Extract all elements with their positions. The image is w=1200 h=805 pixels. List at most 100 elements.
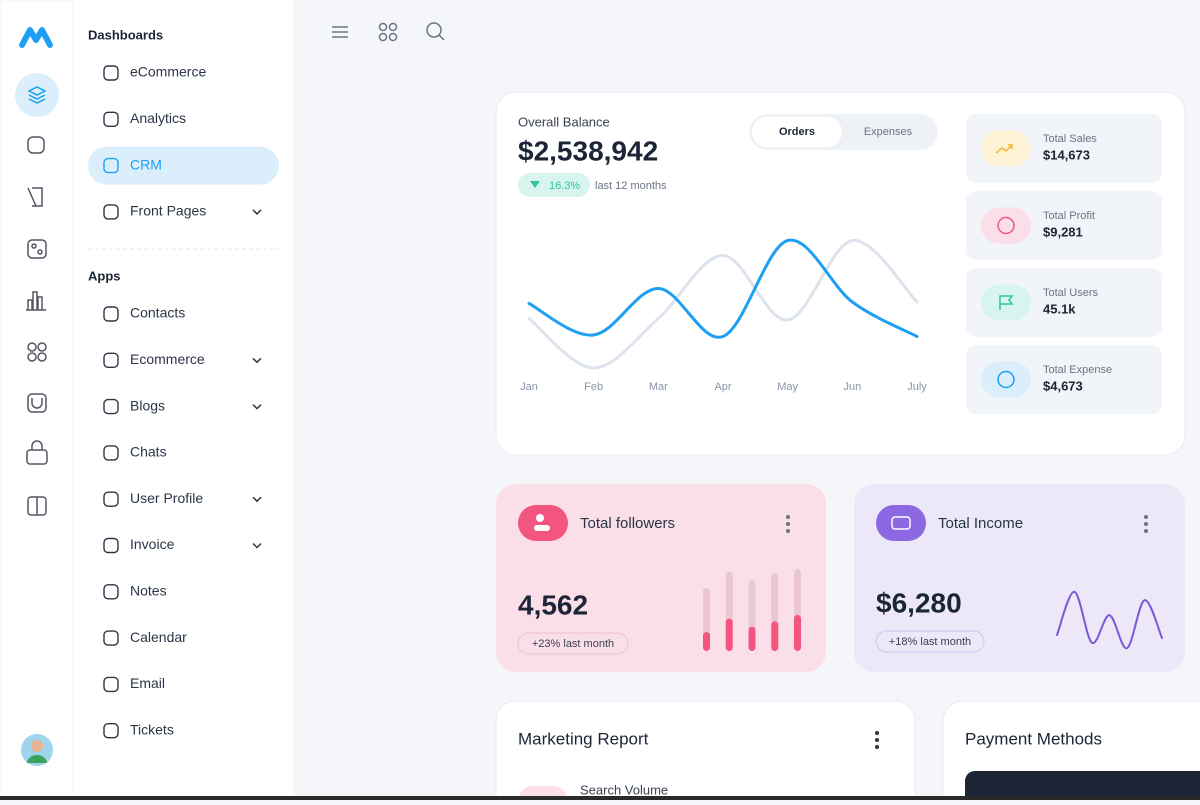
- nav-item[interactable]: Analytics: [103, 110, 186, 128]
- nav-active-bg: [88, 146, 279, 185]
- chevron: [252, 404, 262, 410]
- nav-label: Ecommerce: [130, 351, 205, 367]
- followers-note: +23% last month: [532, 638, 614, 650]
- tab[interactable]: Expenses: [864, 126, 913, 138]
- income-glyph: [891, 516, 911, 530]
- x-tick-label: July: [907, 381, 927, 393]
- stat-label: Total Expense: [1043, 364, 1112, 376]
- nav-icon: [103, 676, 119, 693]
- nav-item[interactable]: Chats: [103, 444, 167, 461]
- more-menu[interactable]: [875, 731, 879, 749]
- chevron: [252, 209, 262, 215]
- nav-icon: [103, 306, 119, 322]
- income-icon: [876, 505, 926, 541]
- bar: [771, 621, 779, 651]
- stat-icon: [995, 144, 1013, 154]
- nav-item[interactable]: Blogs: [103, 397, 262, 415]
- nav-label: Email: [130, 675, 165, 691]
- tab-active-bg: [752, 117, 842, 147]
- nav-item[interactable]: Calendar: [103, 629, 187, 646]
- nav-item[interactable]: Tickets: [103, 721, 174, 739]
- overview-title: Overall Balance: [518, 114, 610, 129]
- nav-label: eCommerce: [130, 64, 206, 80]
- nav-label: Invoice: [130, 536, 175, 552]
- nav-item[interactable]: Front Pages: [103, 203, 262, 220]
- topbar-icons[interactable]: [332, 22, 445, 42]
- chevron: [252, 357, 262, 364]
- nav-item[interactable]: Invoice: [103, 536, 262, 554]
- income-title: Total Income: [938, 515, 1023, 532]
- followers-card: [496, 484, 826, 672]
- nav-item[interactable]: eCommerce: [103, 64, 206, 81]
- followers-value: 4,562: [518, 589, 588, 620]
- stats: Total Sales $14,673 Total Profit $9,281 Tota…: [966, 114, 1162, 414]
- nav-label: Chats: [130, 444, 167, 460]
- section-title: Dashboards: [88, 27, 163, 42]
- stat-icon: [997, 370, 1015, 389]
- rail-icon[interactable]: [27, 86, 47, 104]
- nav-label: Calendar: [130, 629, 187, 645]
- nav-icon: [103, 445, 119, 461]
- bar: [703, 632, 710, 651]
- stat-label: Total Users: [1043, 287, 1099, 299]
- x-tick-label: Jun: [843, 381, 861, 393]
- nav-label: CRM: [130, 156, 162, 172]
- change-note: last 12 months: [595, 180, 667, 192]
- bar: [794, 615, 801, 651]
- payment-title: Payment Methods: [965, 729, 1102, 748]
- income-value: $6,280: [876, 587, 962, 618]
- nav-item[interactable]: Contacts: [103, 305, 185, 322]
- logo: [19, 27, 53, 48]
- nav-icon: [103, 204, 119, 220]
- nav: Dashboards eCommerce Analytics CRM Front Pag…: [88, 27, 279, 739]
- x-tick-label: Feb: [584, 381, 603, 393]
- bar: [748, 626, 756, 651]
- followers-glyph: [534, 514, 550, 531]
- nav-label: Tickets: [130, 721, 174, 737]
- tab[interactable]: Orders: [752, 117, 842, 147]
- nav-label: Front Pages: [130, 203, 206, 219]
- more-menu[interactable]: [786, 515, 790, 533]
- followers-note-pill: [517, 632, 629, 655]
- balance-chart: Jan Feb Mar Apr May Jun July: [520, 238, 927, 393]
- chevron: [252, 542, 262, 549]
- screen-edge: [0, 796, 1200, 800]
- nav-icon: [103, 584, 119, 600]
- nav-item[interactable]: User Profile: [103, 490, 262, 507]
- income-note: +18% last month: [889, 636, 971, 648]
- tab-label: Expenses: [864, 126, 913, 138]
- x-tick-label: Mar: [649, 381, 668, 393]
- stat-label: Total Sales: [1043, 133, 1097, 145]
- stat-label: Total Profit: [1043, 210, 1095, 222]
- nav-icon: [103, 111, 119, 128]
- nav-icon: [103, 537, 119, 554]
- avatar[interactable]: [21, 734, 53, 766]
- nav-item[interactable]: Email: [103, 675, 165, 693]
- balance-line: [527, 238, 919, 370]
- nav-item[interactable]: Ecommerce: [103, 351, 262, 368]
- stat-value: $4,673: [1043, 378, 1083, 393]
- marketing-card: [495, 700, 916, 805]
- section-title: Apps: [88, 268, 121, 283]
- bar: [725, 618, 733, 651]
- nav-icon: [103, 723, 119, 739]
- chevron: [252, 496, 262, 503]
- stat-icon: [997, 216, 1015, 235]
- more-menu[interactable]: [1144, 515, 1148, 533]
- nav-label: Analytics: [130, 110, 186, 126]
- followers-chart: [703, 569, 801, 651]
- stat-value: 45.1k: [1043, 301, 1076, 316]
- nav-item[interactable]: Notes: [103, 583, 167, 600]
- rail-icons[interactable]: [26, 136, 48, 516]
- stat-value: $9,281: [1043, 224, 1083, 239]
- x-tick-label: May: [777, 381, 798, 393]
- followers-title: Total followers: [580, 515, 675, 532]
- tab-label: Orders: [779, 126, 815, 138]
- nav-icon: [103, 352, 119, 368]
- change-pill: [518, 173, 590, 197]
- nav-item[interactable]: CRM: [88, 146, 279, 185]
- nav-label: Notes: [130, 583, 167, 599]
- nav-label: Blogs: [130, 397, 165, 413]
- stat-value: $14,673: [1043, 147, 1090, 162]
- x-tick-label: Apr: [714, 381, 731, 393]
